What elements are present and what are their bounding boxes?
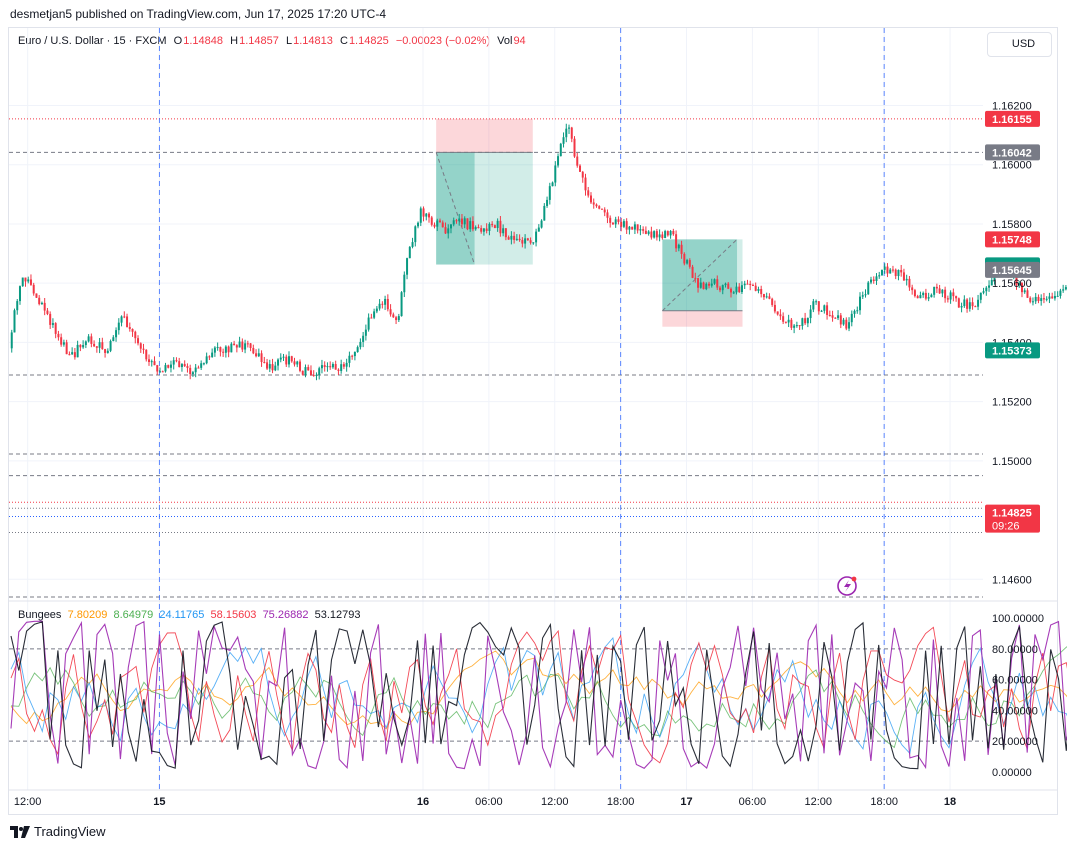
low-value: 1.14813 [293, 35, 333, 47]
symbol-legend: Euro / U.S. Dollar · 15 · FXCM O1.14848 … [18, 35, 527, 47]
high-value: 1.14857 [239, 35, 279, 47]
indicator-value-2: 8.64979 [113, 609, 154, 621]
publisher-line: desmetjan5 published on TradingView.com,… [10, 7, 387, 21]
chart-container [8, 27, 1058, 815]
close-label: C [339, 35, 348, 47]
low-label: L [285, 35, 293, 47]
brand-name: TradingView [34, 824, 106, 839]
indicator-value-6: 53.12793 [314, 609, 361, 621]
close-value: 1.14825 [348, 35, 389, 47]
indicator-title[interactable]: Bungees [18, 609, 62, 621]
indicator-legend: Bungees 7.80209 8.64979 24.11765 58.1560… [18, 609, 360, 621]
candle-body [1062, 289, 1065, 291]
indicator-value-3: 24.11765 [159, 609, 205, 621]
currency-button[interactable]: USD [987, 32, 1052, 57]
open-label: O [173, 35, 183, 47]
indicator-value-4: 58.15603 [210, 609, 257, 621]
high-label: H [230, 35, 239, 47]
open-value: 1.14848 [183, 35, 223, 47]
indicator-value-5: 75.26882 [262, 609, 309, 621]
candle [1059, 288, 1062, 299]
volume-value: 94 [513, 35, 526, 47]
symbol-title[interactable]: Euro / U.S. Dollar · 15 · FXCM [18, 35, 167, 47]
indicator-value-1: 7.80209 [67, 609, 108, 621]
footer-brand[interactable]: TradingView [10, 824, 106, 839]
candle [1062, 284, 1065, 293]
change-value: −0.00023 (−0.02%) [395, 35, 491, 47]
candle-body [1059, 290, 1062, 296]
volume-label: Vol [497, 35, 513, 47]
tradingview-logo-icon [10, 825, 30, 838]
